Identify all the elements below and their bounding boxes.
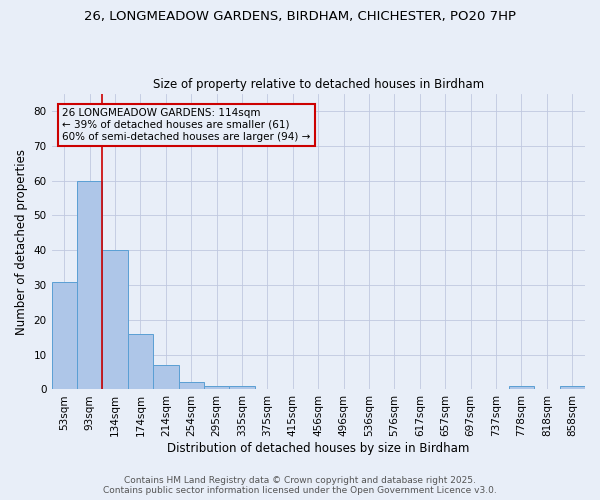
Bar — [77, 180, 103, 390]
Y-axis label: Number of detached properties: Number of detached properties — [15, 148, 28, 334]
Bar — [103, 250, 128, 390]
Bar — [153, 365, 179, 390]
Text: 26 LONGMEADOW GARDENS: 114sqm
← 39% of detached houses are smaller (61)
60% of s: 26 LONGMEADOW GARDENS: 114sqm ← 39% of d… — [62, 108, 311, 142]
Bar — [560, 386, 585, 390]
Title: Size of property relative to detached houses in Birdham: Size of property relative to detached ho… — [153, 78, 484, 91]
X-axis label: Distribution of detached houses by size in Birdham: Distribution of detached houses by size … — [167, 442, 469, 455]
Text: 26, LONGMEADOW GARDENS, BIRDHAM, CHICHESTER, PO20 7HP: 26, LONGMEADOW GARDENS, BIRDHAM, CHICHES… — [84, 10, 516, 23]
Bar — [509, 386, 534, 390]
Text: Contains HM Land Registry data © Crown copyright and database right 2025.
Contai: Contains HM Land Registry data © Crown c… — [103, 476, 497, 495]
Bar — [204, 386, 229, 390]
Bar — [229, 386, 255, 390]
Bar — [52, 282, 77, 390]
Bar — [128, 334, 153, 390]
Bar — [179, 382, 204, 390]
